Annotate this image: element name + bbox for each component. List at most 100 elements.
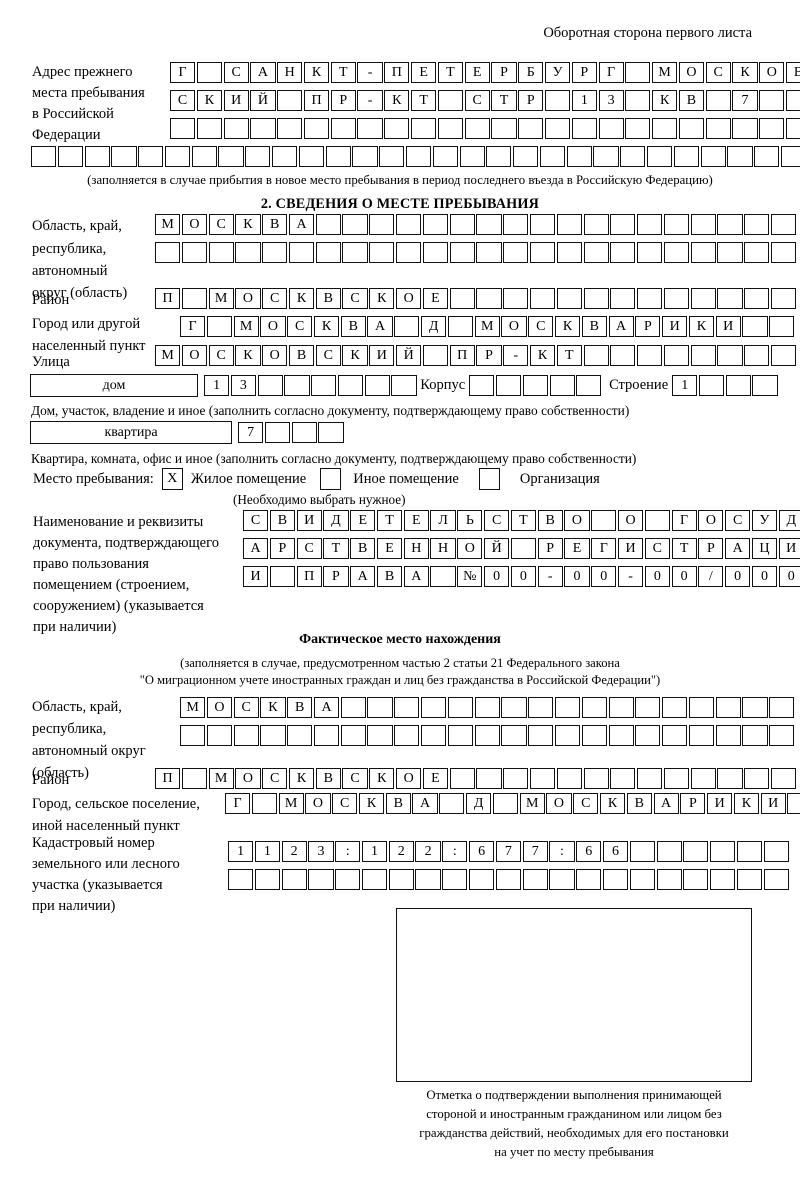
flat-cells-cell-3[interactable] [291,422,317,443]
prev-address-row-3-cell-24[interactable] [785,118,800,139]
s2-region-row-1-cell-24[interactable] [770,214,797,235]
s2-document-row-1-cell-9[interactable]: Ь [457,510,483,531]
s3-region-row-1-cell-10[interactable] [421,697,447,718]
s3-region-row-1-cell-4[interactable]: К [260,697,286,718]
prev-address-row-2-cell-20[interactable]: В [678,90,705,111]
s3-district-row-cell-12[interactable] [449,768,475,789]
prev-address-row-2-cell-7[interactable]: Р [330,90,356,111]
prev-address-row-3-cell-22[interactable] [732,118,758,139]
s2-document-row-2-cell-4[interactable]: Т [323,538,349,559]
prev-address-row-1-cell-5[interactable]: Н [277,62,303,83]
s3-cadastre-row-2-cell-3[interactable] [281,869,307,890]
s3-region-row-2-cell-7[interactable] [340,725,366,746]
s2-document-row-3-cell-20[interactable]: 0 [751,566,778,587]
s2-document-row-1-cell-17[interactable]: Г [671,510,697,531]
s3-cadastre-row-1-cell-19[interactable] [710,841,736,862]
s3-region-row-2-cell-19[interactable] [662,725,688,746]
s2-region-row-2-cell-1[interactable] [155,242,181,263]
prev-address-row-1-cell-9[interactable]: П [384,62,410,83]
s2-document-row-1-cell-10[interactable]: С [484,510,510,531]
s3-region-row-2-cell-22[interactable] [742,725,768,746]
s2-city-row-cell-2[interactable] [206,316,232,337]
prev-address-row-3-cell-6[interactable] [303,118,330,139]
s3-city-row-cell-10[interactable]: Д [466,793,492,814]
s2-document-row-1-cell-2[interactable]: В [269,510,295,531]
prev-address-row-4-cell-3[interactable] [84,146,110,167]
korpus-cells-cell-2[interactable] [495,375,522,396]
s3-cadastre-row-1-cell-17[interactable] [656,841,682,862]
s2-document-row-1-cell-1[interactable]: С [243,510,269,531]
s3-region-row-1-cell-16[interactable] [581,697,607,718]
s3-region-row-1-cell-21[interactable] [715,697,741,718]
prev-address-row-4-cell-25[interactable] [673,146,699,167]
prev-address-row-3-cell-15[interactable] [544,118,571,139]
s3-district-row-cell-6[interactable]: К [288,768,315,789]
prev-address-row-3-cell-11[interactable] [437,118,463,139]
s3-cadastre-row-2-cell-7[interactable] [388,869,414,890]
s2-city-row-cell-16[interactable]: В [581,316,607,337]
s2-district-row-cell-19[interactable] [637,288,663,309]
prev-address-row-4-cell-27[interactable] [727,146,753,167]
s2-city-row-cell-8[interactable]: А [367,316,393,337]
s2-street-row-cell-15[interactable]: К [529,345,556,366]
prev-address-row-4-cell-26[interactable] [700,146,726,167]
s2-region-row-2-cell-11[interactable] [422,242,448,263]
korpus-cells-cell-4[interactable] [549,375,575,396]
s2-region-row-2-cell-13[interactable] [476,242,502,263]
s2-region-row-1-cell-13[interactable] [476,214,502,235]
prev-address-row-4-cell-5[interactable] [138,146,164,167]
s3-city-row-cell-9[interactable] [439,793,465,814]
s2-document-row-2-cell-18[interactable]: Р [698,538,724,559]
s3-city-row-cell-3[interactable]: М [278,793,304,814]
prev-address-row-1-cell-1[interactable]: Г [170,62,196,83]
s2-city-row-cell-14[interactable]: С [528,316,554,337]
prev-address-row-4-cell-19[interactable] [513,146,539,167]
s2-document-row-1-cell-12[interactable]: В [537,510,563,531]
s3-city-row-cell-22[interactable] [787,793,800,814]
prev-address-row-1-cell-14[interactable]: Б [518,62,544,83]
s2-document-row-1-cell-16[interactable] [644,510,670,531]
s2-district-row-cell-6[interactable]: К [288,288,315,309]
s2-document-row-2-cell-6[interactable]: Е [376,538,403,559]
prev-address-row-4-cell-11[interactable] [298,146,324,167]
korpus-cells[interactable] [469,375,603,396]
s2-district-row-cell-2[interactable] [181,288,207,309]
s2-document-row-2-cell-15[interactable]: И [617,538,644,559]
s2-street-row-cell-11[interactable] [422,345,448,366]
s3-cadastre-row-1-cell-20[interactable] [736,841,763,862]
s2-document-row-2-cell-8[interactable]: Н [430,538,456,559]
prev-address-row-4-cell-15[interactable] [405,146,432,167]
house-cells-cell-2[interactable]: 3 [230,375,256,396]
s3-cadastre-row-2-cell-12[interactable] [522,869,548,890]
house-cells-cell-7[interactable] [364,375,390,396]
s2-region-row-2-cell-20[interactable] [663,242,690,263]
prev-address-row-2-cell-4[interactable]: Й [250,90,276,111]
s2-region-row-1-cell-22[interactable] [717,214,743,235]
s2-city-row-cell-20[interactable]: К [688,316,715,337]
s3-district-row-cell-22[interactable] [717,768,743,789]
s2-district-row-cell-3[interactable]: М [208,288,234,309]
s2-street-row-cell-18[interactable] [610,345,636,366]
prev-address-row-3-cell-13[interactable] [491,118,517,139]
s2-city-row-cell-5[interactable]: С [287,316,313,337]
prev-address-row-3-cell-16[interactable] [571,118,597,139]
prev-address-row-2-cell-9[interactable]: К [384,90,410,111]
prev-address-row-2-cell-12[interactable]: С [464,90,490,111]
prev-address-row-4-cell-17[interactable] [459,146,485,167]
s2-region-row-1-cell-14[interactable] [503,214,529,235]
s3-cadastre-row-1-cell-12[interactable]: 7 [522,841,548,862]
s2-document-row-1-cell-20[interactable]: У [751,510,778,531]
s3-district-row-cell-17[interactable] [583,768,609,789]
s2-street-row-cell-13[interactable]: Р [476,345,502,366]
prev-address-row-4-cell-28[interactable] [754,146,780,167]
stay-type-option-other-checkbox[interactable] [320,468,342,490]
s2-district-row-cell-17[interactable] [583,288,609,309]
s3-region-row-1-cell-14[interactable] [528,697,554,718]
s3-cadastre-row-1-cell-8[interactable]: 2 [415,841,441,862]
prev-address-row-4-cell-12[interactable] [325,146,351,167]
s3-cadastre-row-1-cell-21[interactable] [763,841,789,862]
s2-region-row-2-cell-14[interactable] [503,242,529,263]
s3-region-row-2-cell-3[interactable] [233,725,259,746]
s2-document-row-2-cell-19[interactable]: А [725,538,751,559]
